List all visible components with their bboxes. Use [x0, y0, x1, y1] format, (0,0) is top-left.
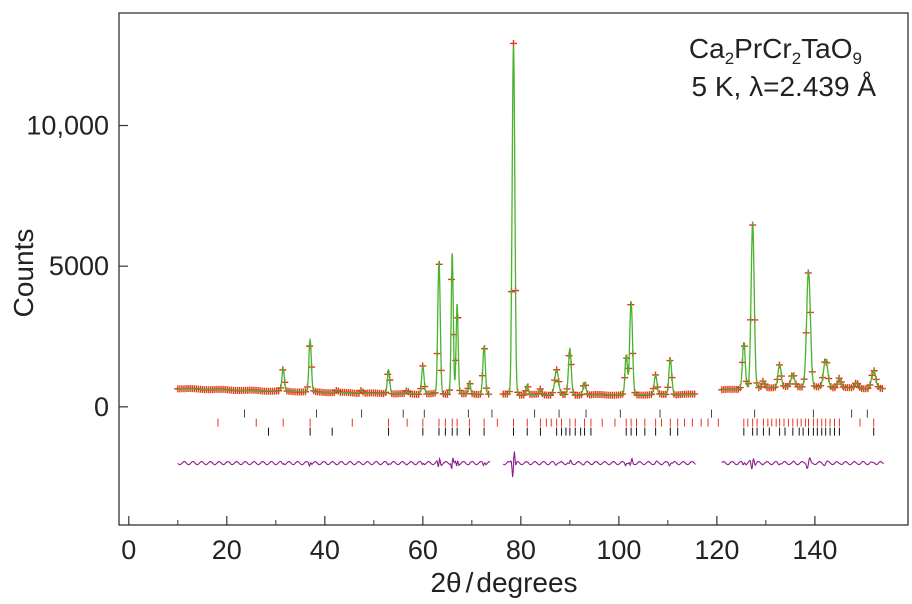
- x-axis-ticks: 0 20 40 60 80 100 120 140: [121, 516, 837, 565]
- difference-line: [502, 451, 696, 478]
- y-tick-label: 10,000: [26, 111, 109, 141]
- y-axis-ticks: 0 5000 10,000: [26, 111, 128, 422]
- x-tick-label: 140: [792, 535, 837, 565]
- reflection-tick-rows: [217, 409, 875, 436]
- difference-line: [721, 457, 884, 470]
- x-tick-label: 40: [310, 535, 340, 565]
- x-tick-label: 120: [694, 535, 739, 565]
- calculated-line: [177, 253, 491, 395]
- x-axis-label-main: 2θ: [430, 567, 461, 598]
- annotation-conditions: 5 K, λ=2.439 Å: [692, 71, 877, 102]
- calculated-curve: [177, 46, 884, 396]
- observed-point: [510, 39, 517, 47]
- formula-part-2: PrCr: [734, 33, 792, 64]
- x-tick-label: 100: [596, 535, 641, 565]
- formula-part-1: Ca: [689, 33, 725, 64]
- x-tick-label: 20: [212, 535, 242, 565]
- x-axis-label-sep: /: [466, 567, 474, 598]
- y-tick-label: 5000: [49, 251, 109, 281]
- difference-curve: [177, 451, 884, 478]
- annotation-formula: Ca2PrCr2TaO9: [689, 33, 862, 68]
- formula-sub-3: 9: [853, 49, 862, 68]
- x-axis-label-unit: degrees: [476, 567, 577, 598]
- x-tick-label: 80: [506, 535, 536, 565]
- difference-line: [177, 456, 491, 470]
- x-tick-label: 0: [121, 535, 136, 565]
- calculated-line: [721, 222, 884, 391]
- calculated-line: [503, 46, 696, 396]
- y-axis-label: Counts: [8, 229, 39, 318]
- plot-frame: [118, 12, 909, 526]
- formula-sub-2: 2: [792, 49, 801, 68]
- x-tick-label: 60: [408, 535, 438, 565]
- y-tick-label: 0: [94, 392, 109, 422]
- formula-sub-1: 2: [725, 49, 734, 68]
- formula-part-3: TaO: [801, 33, 852, 64]
- x-axis-label: 2θ / degrees: [430, 567, 577, 598]
